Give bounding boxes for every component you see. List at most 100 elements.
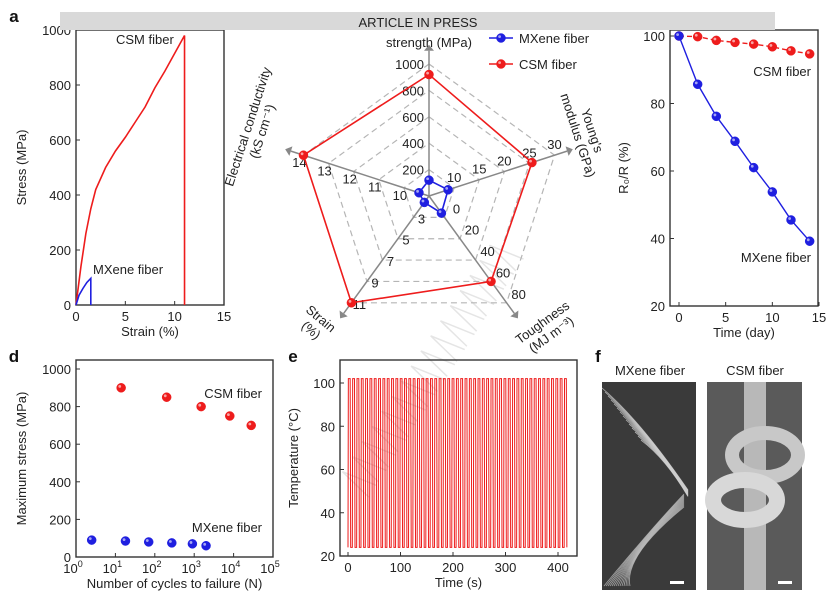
radar-point <box>486 276 496 287</box>
radar-tick-label: 9 <box>371 275 378 290</box>
fiber-strand <box>605 494 685 587</box>
y-axis-label: R₀/R (%) <box>616 142 631 194</box>
watermark-letter-shape <box>361 440 397 468</box>
data-point <box>730 37 740 48</box>
x-tick-label: 15 <box>812 310 826 325</box>
data-point-highlight <box>788 217 791 220</box>
x-tick-label: 0 <box>72 309 79 324</box>
csm-series-label: CSM fiber <box>116 32 174 47</box>
y-tick-label: 200 <box>49 512 71 527</box>
watermark-letter-shape <box>410 365 446 393</box>
data-point <box>120 536 131 546</box>
tick-exponent: 1 <box>117 559 122 569</box>
y-tick-label: 600 <box>49 133 71 148</box>
radar-point-highlight <box>421 199 425 203</box>
tick-exponent: 3 <box>196 559 201 569</box>
watermark-letter-shape <box>381 410 416 438</box>
radar-point <box>419 197 430 208</box>
data-point <box>767 42 778 52</box>
radar-tick-label: 60 <box>496 265 510 280</box>
data-point <box>748 162 759 173</box>
legend-marker-highlight <box>498 61 501 64</box>
data-point <box>225 411 235 421</box>
radar-tick-label: 3 <box>418 211 425 226</box>
panel-label-a: a <box>9 7 19 26</box>
data-point-highlight <box>788 48 791 51</box>
x-tick-label: 200 <box>442 560 464 575</box>
radar-tick-label: 200 <box>402 163 424 178</box>
panel-label-f: f <box>595 347 601 366</box>
fiber-strand <box>629 506 685 587</box>
x-tick-label: 0 <box>344 560 351 575</box>
radar-tick-label: 20 <box>465 223 479 238</box>
data-point-highlight <box>189 541 193 544</box>
legend-label: MXene fiber <box>519 31 590 46</box>
radar-point <box>443 185 453 195</box>
y-tick-label: 40 <box>321 506 335 521</box>
watermark-letter-shape <box>420 350 456 377</box>
radar-axis-arrowhead <box>510 310 519 319</box>
panel-label-e: e <box>288 347 297 366</box>
banner <box>60 12 775 30</box>
legend-label: CSM fiber <box>519 57 577 72</box>
data-point-highlight <box>769 44 773 47</box>
y-tick-label: 20 <box>651 299 665 314</box>
tick-base: 10 <box>181 561 195 576</box>
data-point <box>86 535 97 545</box>
data-point-highlight <box>769 189 773 192</box>
y-tick-label: 200 <box>49 243 71 258</box>
radar-tick-label: 7 <box>387 254 394 269</box>
csm-series-label: CSM fiber <box>753 64 811 79</box>
legend-marker <box>496 59 506 69</box>
data-point-highlight <box>198 403 202 407</box>
y-tick-label: 80 <box>321 419 335 434</box>
watermark-letter-shape <box>439 320 475 347</box>
data-point-highlight <box>694 33 698 37</box>
radar-tick-label: 30 <box>547 137 561 152</box>
series-line-csm <box>75 35 186 306</box>
data-point-highlight <box>732 39 735 43</box>
data-point-highlight <box>118 385 122 388</box>
radar-axis-arrowhead <box>339 310 348 319</box>
plot-frame <box>75 359 274 558</box>
temperature-trace <box>347 378 568 548</box>
data-point <box>711 111 722 122</box>
x-tick-label: 100 <box>63 559 82 576</box>
radar-point-highlight <box>300 152 304 156</box>
panel-label-d: d <box>9 347 19 366</box>
radar-axis <box>290 150 430 197</box>
tick-base: 10 <box>63 561 77 576</box>
data-point <box>116 383 126 393</box>
data-point-highlight <box>732 138 735 142</box>
mxene-series-label: MXene fiber <box>741 250 812 265</box>
radar-tick-label: 1000 <box>395 57 424 72</box>
data-point-highlight <box>203 542 207 546</box>
radar-point-highlight <box>529 159 532 163</box>
fiber-strand <box>603 493 685 587</box>
y-tick-label: 0 <box>64 550 71 565</box>
data-point-highlight <box>806 238 810 242</box>
y-tick-label: 400 <box>49 475 71 490</box>
x-tick-label: 104 <box>221 559 240 576</box>
x-axis-label: Time (s) <box>435 575 482 590</box>
radar-point-highlight <box>348 299 352 303</box>
watermark-letter-shape <box>449 304 485 332</box>
radar-tick-label: 11 <box>368 180 382 195</box>
banner-text: ARTICLE IN PRESS <box>359 15 478 30</box>
sem-title-mxene: MXene fiber <box>615 363 686 378</box>
radar-axis-title: strength (MPa) <box>386 35 472 50</box>
x-tick-label: 400 <box>547 560 569 575</box>
data-point-highlight <box>750 41 754 45</box>
mxene-series-label: MXene fiber <box>192 520 263 535</box>
watermark-letter-shape <box>341 471 377 498</box>
x-tick-label: 105 <box>260 559 279 576</box>
sem-image-mxene <box>602 382 696 590</box>
tick-base: 10 <box>103 561 117 576</box>
radar-tick-label: 12 <box>342 172 356 187</box>
plot-frame <box>339 359 578 557</box>
x-tick-label: 5 <box>722 310 729 325</box>
data-point-highlight <box>750 164 754 168</box>
data-point-highlight <box>676 33 679 36</box>
x-tick-label: 10 <box>765 310 779 325</box>
